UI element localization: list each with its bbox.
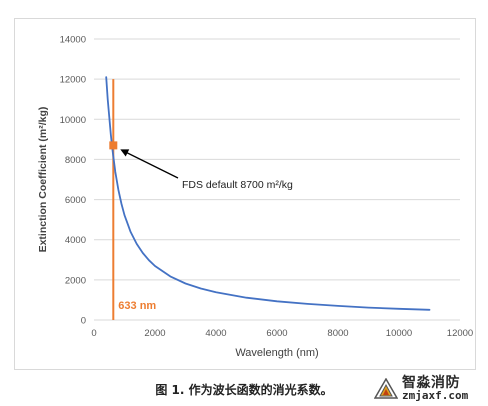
marker-8700 [109,141,118,150]
y-tick-label: 14000 [60,35,86,46]
y-tick-label: 2000 [65,275,86,286]
x-axis-title: Wavelength (nm) [235,347,318,359]
annotation-arrowhead [120,149,130,157]
watermark-site: zmjaxf.com [402,389,469,402]
watermark-logo: 智淼消防 zmjaxf.com [372,372,486,404]
x-tick-label: 10000 [386,328,412,339]
annotation-arrow-line [126,151,179,179]
chart-frame [14,18,476,370]
y-axis-title: Extinction Coefficient (m²/kg) [37,107,49,253]
x-tick-label: 8000 [327,328,348,339]
watermark-name: 智淼消防 [402,375,460,391]
y-tick-label: 0 [81,316,86,327]
annotation-text: FDS default 8700 m²/kg [182,179,293,191]
y-tick-label: 10000 [60,115,86,126]
y-tick-label: 8000 [65,155,86,166]
y-tick-label: 4000 [65,235,86,246]
x-tick-label: 2000 [144,328,165,339]
x-tick-label: 6000 [266,328,287,339]
y-tick-label: 12000 [60,75,86,86]
x-tick-label: 12000 [447,328,473,339]
flame-logo-icon [374,378,398,399]
y-tick-label: 6000 [65,195,86,206]
figure-caption: 图 1. 作为波长函数的消光系数。 [155,383,333,397]
vertical-line-label: 633 nm [118,300,156,312]
x-tick-label: 0 [91,328,96,339]
series-line [105,76,431,311]
x-tick-label: 4000 [205,328,226,339]
